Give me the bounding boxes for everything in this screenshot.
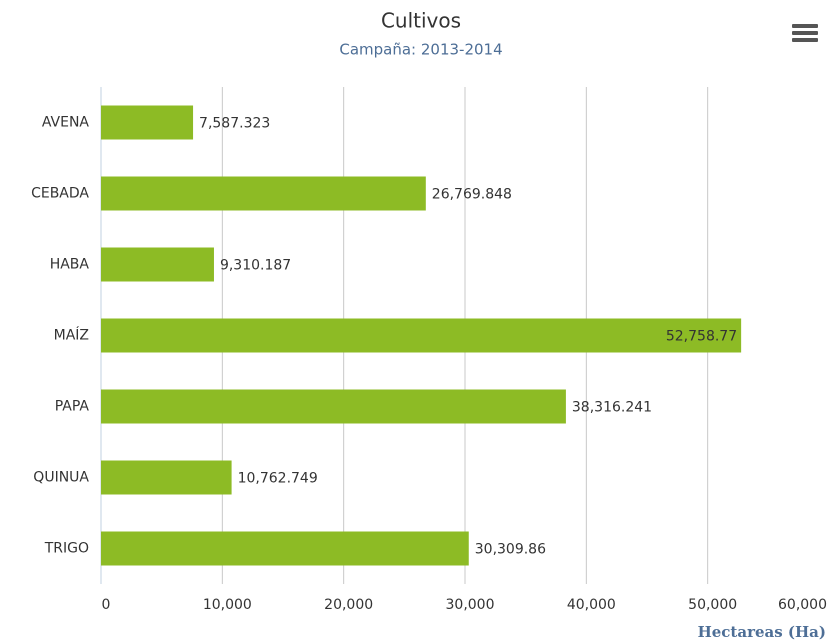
chart-title: Cultivos bbox=[381, 9, 461, 33]
menu-bar[interactable] bbox=[792, 38, 818, 42]
bar bbox=[101, 105, 194, 140]
menu-bar[interactable] bbox=[792, 24, 818, 28]
y-tick-label: CEBADA bbox=[31, 186, 89, 202]
menu-bar[interactable] bbox=[792, 31, 818, 35]
x-axis-title: Hectareas (Ha) bbox=[698, 623, 826, 641]
menu-button[interactable] bbox=[792, 24, 818, 42]
bar bbox=[101, 531, 469, 566]
bar bbox=[101, 318, 742, 353]
value-label: 30,309.86 bbox=[475, 542, 546, 558]
value-label: 9,310.187 bbox=[220, 258, 291, 274]
bar bbox=[101, 247, 214, 282]
y-tick-label: MAÍZ bbox=[54, 327, 89, 344]
x-tick-label: 30,000 bbox=[446, 597, 495, 613]
value-label: 52,758.77 bbox=[666, 329, 737, 345]
x-tick-label: 60,000 bbox=[778, 597, 827, 613]
x-tick-label: 50,000 bbox=[688, 597, 737, 613]
bar bbox=[101, 460, 232, 495]
value-label: 7,587.323 bbox=[199, 116, 270, 132]
x-tick-label: 20,000 bbox=[324, 597, 373, 613]
y-tick-label: QUINUA bbox=[33, 470, 89, 486]
y-tick-label: TRIGO bbox=[44, 541, 89, 557]
value-label: 26,769.848 bbox=[432, 187, 512, 203]
x-tick-label: 0 bbox=[102, 597, 111, 613]
x-tick-label: 10,000 bbox=[203, 597, 252, 613]
chart-subtitle: Campaña: 2013-2014 bbox=[339, 41, 502, 59]
bar bbox=[101, 389, 566, 424]
y-tick-label: HABA bbox=[50, 257, 90, 273]
x-tick-label: 40,000 bbox=[567, 597, 616, 613]
y-tick-label: PAPA bbox=[55, 399, 90, 415]
bar bbox=[101, 176, 426, 211]
value-label: 38,316.241 bbox=[572, 400, 652, 416]
y-tick-label: AVENA bbox=[42, 115, 90, 131]
value-label: 10,762.749 bbox=[238, 471, 318, 487]
